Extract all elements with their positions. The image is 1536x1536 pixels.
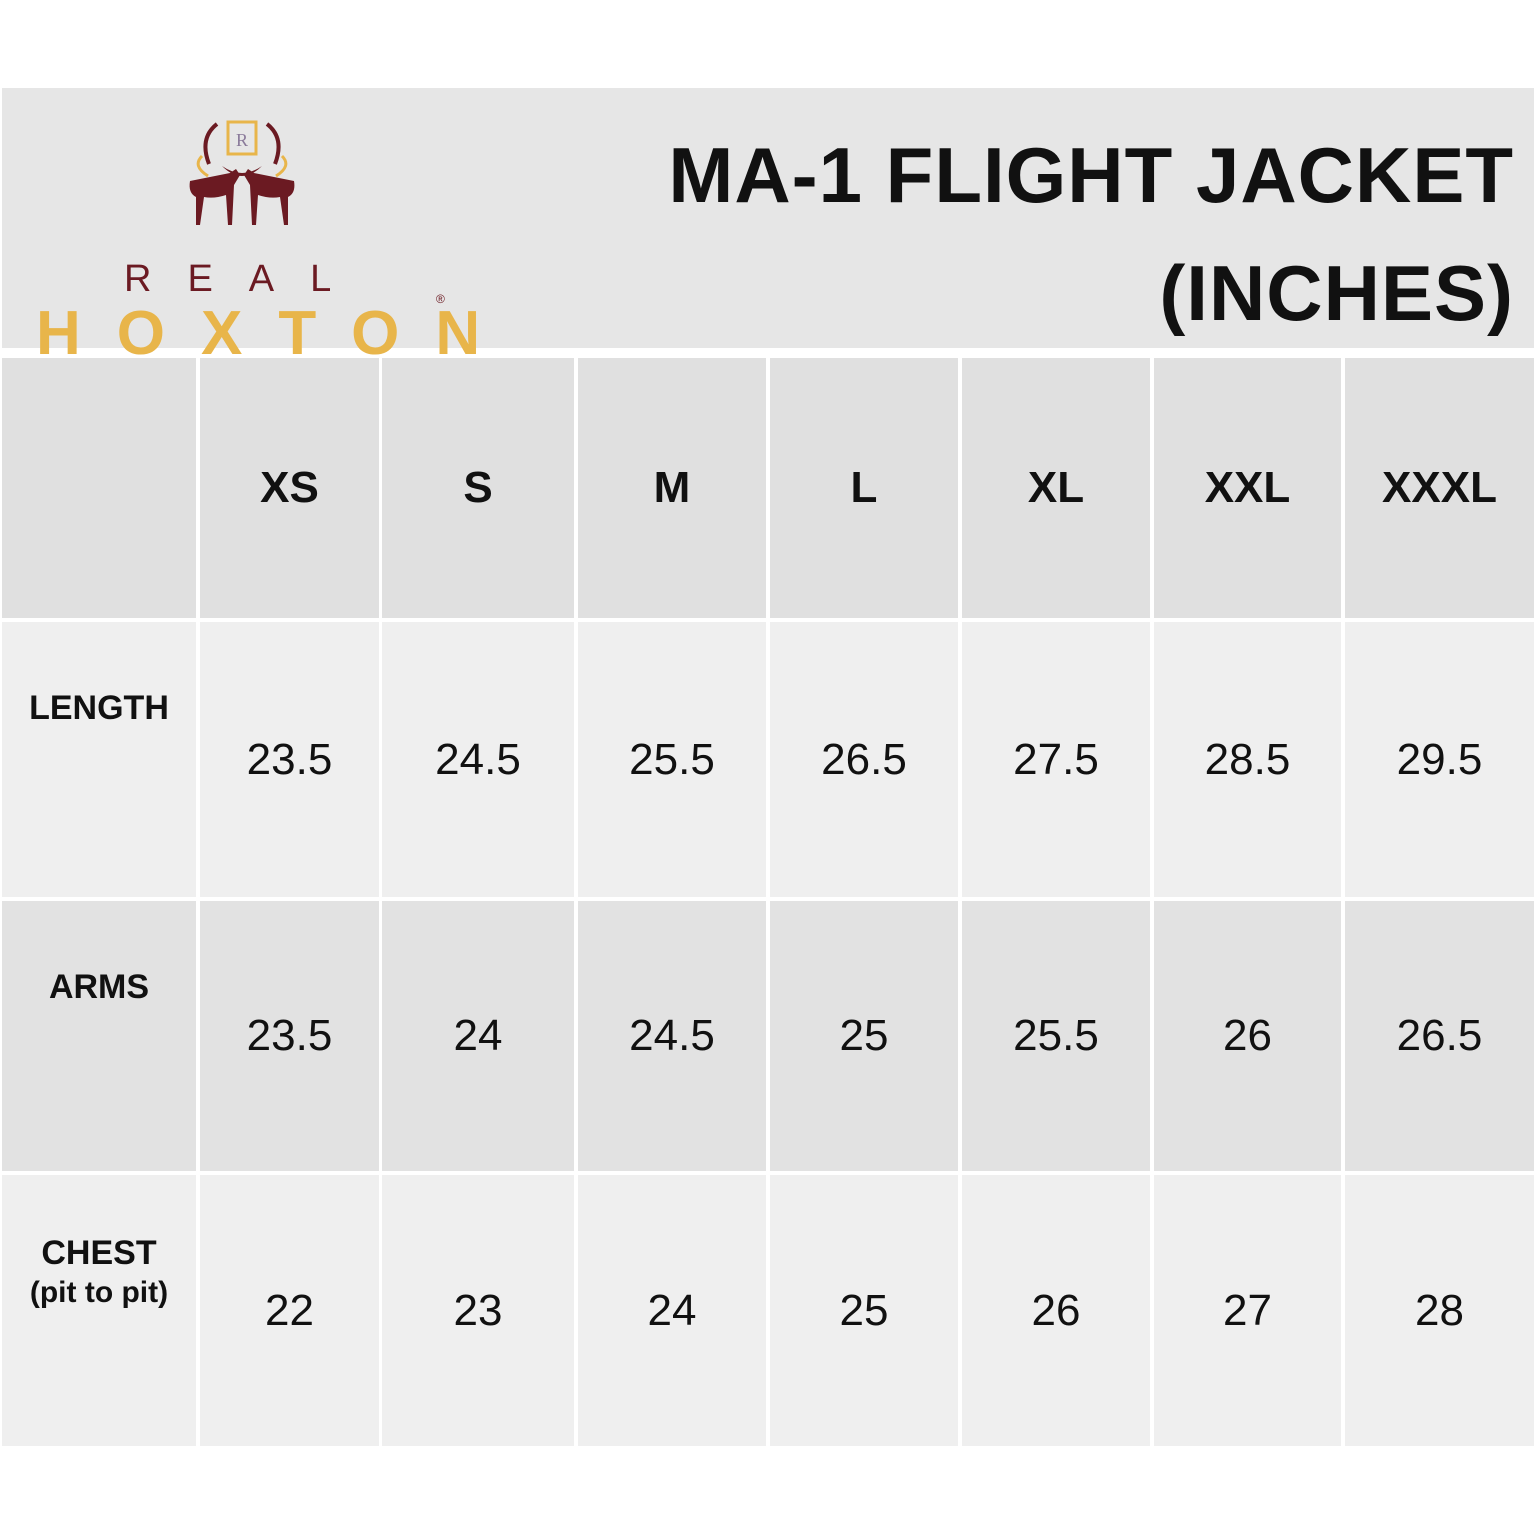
table-cell: 25.5	[578, 622, 766, 897]
row-label-text: ARMS	[48, 968, 150, 1006]
table-cell: 26	[1154, 901, 1341, 1171]
size-header: XL	[962, 358, 1150, 618]
size-header: XS	[200, 358, 379, 618]
row-label-text: CHEST	[41, 1234, 157, 1272]
table-cell: 24.5	[382, 622, 574, 897]
table-cell: 26.5	[770, 622, 958, 897]
table-cell: 23	[382, 1175, 574, 1446]
svg-text:R: R	[236, 130, 248, 150]
row-label: LENGTH	[2, 622, 196, 897]
row-label: ARMS	[2, 901, 196, 1171]
table-cell: 29.5	[1345, 622, 1534, 897]
table-cell: 25	[770, 1175, 958, 1446]
table-cell: 27	[1154, 1175, 1341, 1446]
size-header: S	[382, 358, 574, 618]
row-label-text: LENGTH	[29, 689, 169, 727]
brand-name-real: REAL	[124, 258, 368, 300]
registered-mark: ®	[436, 292, 445, 306]
corner-cell	[2, 358, 196, 618]
row-label: CHEST (pit to pit)	[2, 1175, 196, 1446]
table-cell: 22	[200, 1175, 379, 1446]
header-banner: R REAL HOXTON ® MA-1 FLIGHT JACKET (INCH…	[2, 88, 1534, 368]
brand-name-hoxton: HOXTON	[36, 299, 517, 368]
size-header: XXXL	[1345, 358, 1534, 618]
title-line-1: MA-1 FLIGHT JACKET	[668, 131, 1514, 219]
table-cell: 23.5	[200, 622, 379, 897]
title-line-2: (INCHES)	[1159, 249, 1514, 337]
size-header: XXL	[1154, 358, 1341, 618]
table-cell: 27.5	[962, 622, 1150, 897]
table-cell: 25	[770, 901, 958, 1171]
table-cell: 26	[962, 1175, 1150, 1446]
table-cell: 26.5	[1345, 901, 1534, 1171]
table-cell: 25.5	[962, 901, 1150, 1171]
table-cell: 28.5	[1154, 622, 1341, 897]
row-sublabel: (pit to pit)	[29, 1276, 169, 1309]
table-cell: 24	[382, 901, 574, 1171]
deer-crest-icon: R	[189, 120, 295, 225]
brand-logo: R REAL HOXTON ®	[32, 116, 480, 368]
size-header: L	[770, 358, 958, 618]
table-cell: 28	[1345, 1175, 1534, 1446]
table-cell: 24.5	[578, 901, 766, 1171]
table-cell: 23.5	[200, 901, 379, 1171]
table-cell: 24	[578, 1175, 766, 1446]
size-header: M	[578, 358, 766, 618]
page-title: MA-1 FLIGHT JACKET (INCHES)	[668, 116, 1514, 352]
